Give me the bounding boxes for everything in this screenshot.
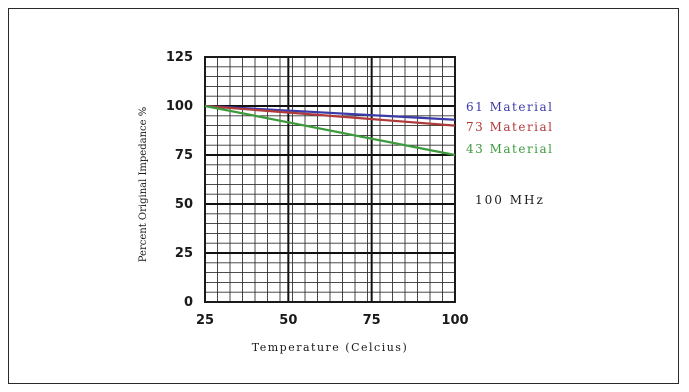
- series-line-73-material: [204, 104, 456, 127]
- series-label-61-material: 61 Material: [466, 100, 554, 114]
- x-axis-title: Temperature (Celcius): [252, 341, 409, 354]
- series-labels: 61 Material 73 Material 43 Material: [466, 100, 554, 156]
- series-label-73-material: 73 Material: [466, 120, 554, 134]
- y-tick-label: 0: [184, 295, 193, 310]
- y-tick-label: 50: [175, 197, 193, 212]
- x-tick-label: 25: [196, 313, 214, 328]
- series-label-43-material: 43 Material: [466, 142, 554, 156]
- series-lines: [204, 104, 456, 157]
- frequency-note: 100 MHz: [475, 193, 545, 207]
- chart-frame: [8, 8, 679, 384]
- y-tick-labels: 0 25 50 75 100 125: [166, 50, 193, 310]
- x-tick-label: 75: [363, 313, 381, 328]
- x-tick-labels: 25 50 75 100: [196, 313, 469, 328]
- y-tick-label: 25: [175, 246, 193, 261]
- plot-area-border: [204, 56, 456, 303]
- x-tick-label: 100: [441, 313, 468, 328]
- y-tick-label: 100: [166, 99, 193, 114]
- minor-gridlines: [205, 57, 455, 302]
- y-axis-title: Percent Original Impedance %: [138, 107, 149, 262]
- series-line-43-material: [204, 104, 456, 157]
- x-tick-label: 50: [279, 313, 297, 328]
- y-tick-label: 125: [166, 50, 193, 65]
- y-tick-label: 75: [175, 148, 193, 163]
